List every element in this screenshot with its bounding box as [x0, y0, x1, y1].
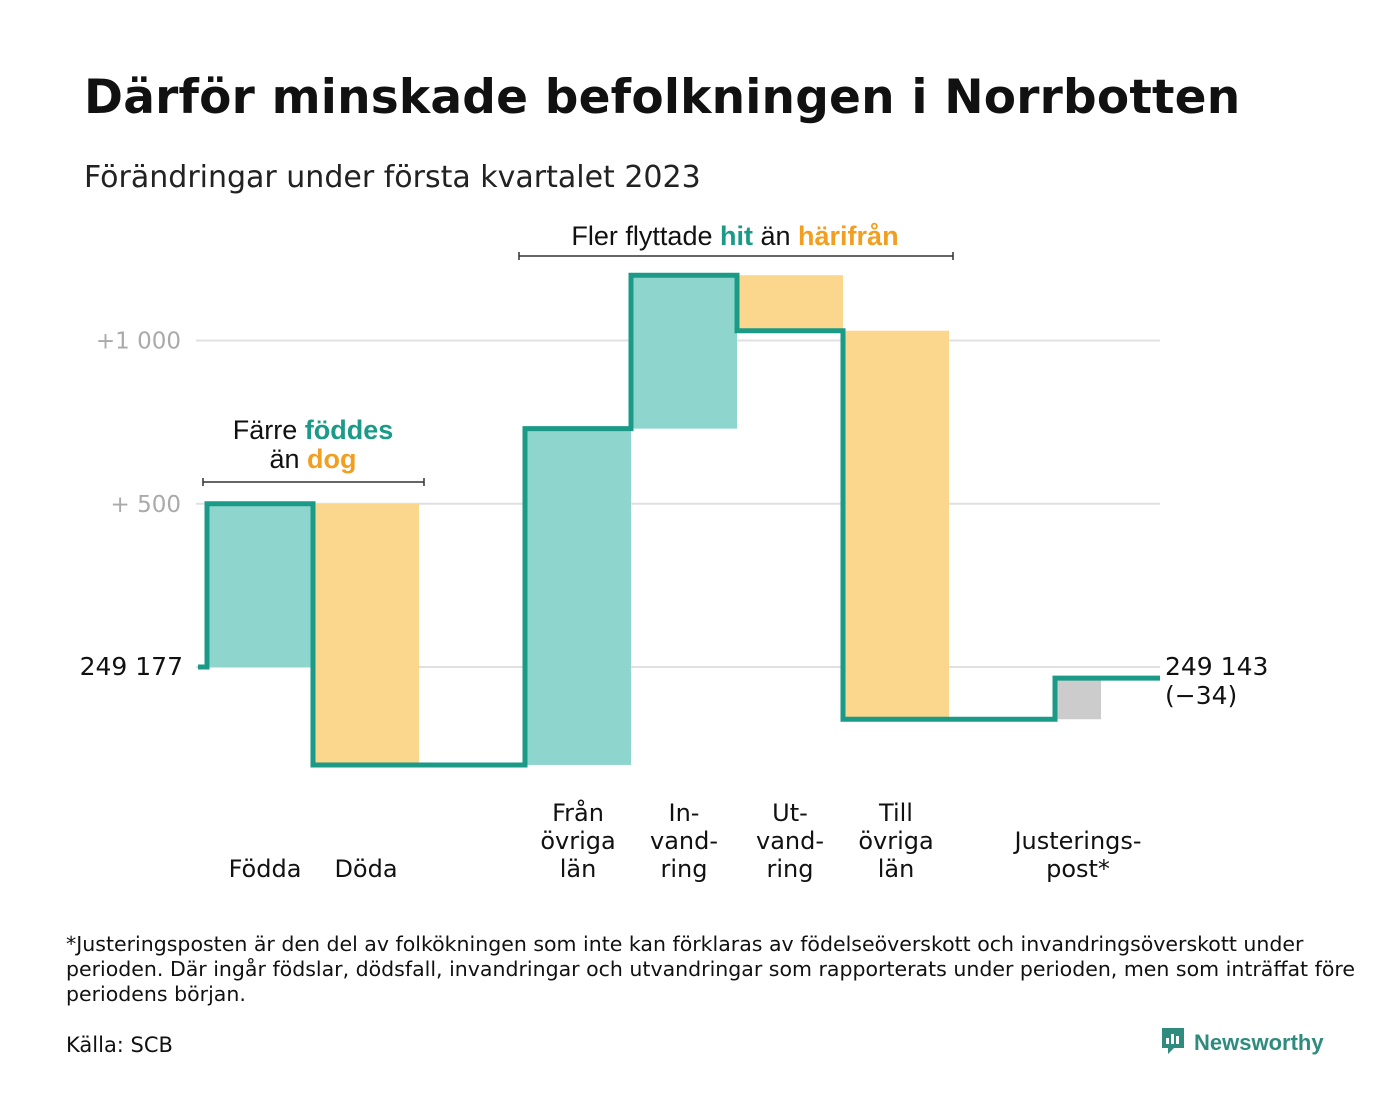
- annotation-births-deaths: än dog: [269, 444, 356, 474]
- start-value-label: 249 177: [80, 652, 183, 681]
- category-label: ring: [661, 855, 708, 883]
- footnote: *Justeringsposten är den del av folkökni…: [66, 932, 1355, 1006]
- category-label: In-: [669, 799, 700, 827]
- category-label: post*: [1046, 855, 1110, 883]
- source-label: Källa: SCB: [66, 1033, 173, 1057]
- category-label: övriga: [858, 827, 933, 855]
- category-label: vand-: [650, 827, 718, 855]
- annotation-births-deaths: Färre föddes: [233, 415, 394, 445]
- y-tick-label: + 500: [111, 492, 181, 518]
- category-label: Justerings-: [1012, 827, 1141, 855]
- category-label: Döda: [334, 855, 397, 883]
- category-label: vand-: [756, 827, 824, 855]
- category-label: län: [878, 855, 915, 883]
- category-label: övriga: [540, 827, 615, 855]
- chart-subtitle: Förändringar under första kvartalet 2023: [84, 160, 701, 195]
- bar: [631, 275, 737, 429]
- brand[interactable]: Newsworthy: [1160, 1026, 1324, 1060]
- y-tick-label: +1 000: [96, 329, 181, 355]
- waterfall-step-line: [198, 272, 1160, 768]
- chart-title: Därför minskade befolkningen i Norrbotte…: [84, 70, 1241, 125]
- category-label: Till: [878, 799, 913, 827]
- bar: [525, 428, 631, 765]
- category-label: län: [560, 855, 597, 883]
- bar: [737, 275, 843, 331]
- waterfall-chart: +1 000 + 500 249 177 249 143(−34) Födda Döda F…: [80, 221, 1269, 883]
- bar: [1055, 678, 1101, 720]
- bar: [313, 503, 419, 765]
- newsworthy-logo-icon: [1160, 1026, 1186, 1060]
- end-value-label: 249 143: [1165, 652, 1268, 681]
- brand-name: Newsworthy: [1194, 1030, 1324, 1055]
- bar: [207, 503, 313, 667]
- category-label: Ut-: [772, 799, 808, 827]
- bar: [843, 330, 949, 720]
- category-label: ring: [767, 855, 814, 883]
- annotation-migration: Fler flyttade hit än härifrån: [571, 221, 898, 251]
- category-label: Födda: [229, 855, 302, 883]
- end-change-label: (−34): [1165, 681, 1237, 710]
- category-label: Från: [552, 798, 604, 827]
